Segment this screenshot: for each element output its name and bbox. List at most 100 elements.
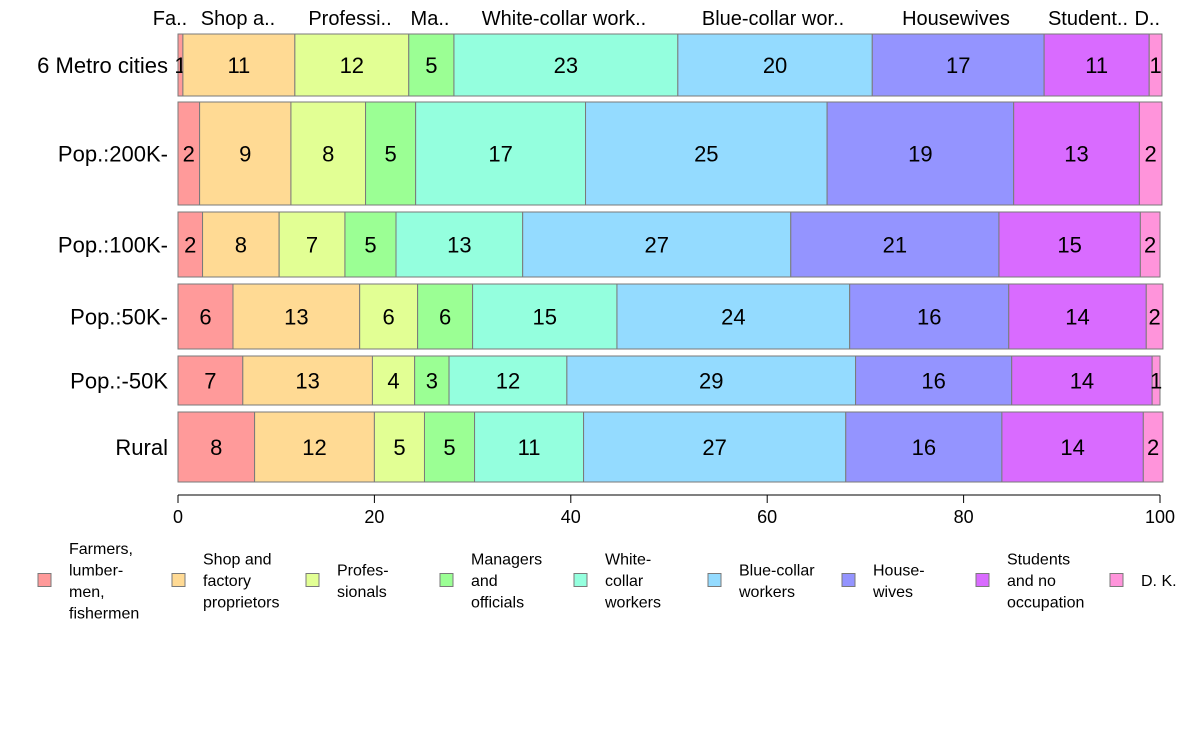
- bar-segment-label: 14: [1070, 369, 1094, 394]
- bar-segment-label: 19: [908, 142, 932, 167]
- bar-segment-label: 5: [364, 233, 376, 258]
- bar-row: 1 11 12 5 23 20 17 11 1: [174, 33, 1163, 97]
- bar-segment-label: 13: [295, 369, 319, 394]
- bar-segment-label: 29: [699, 369, 723, 394]
- column-header: D..: [1134, 8, 1160, 30]
- bar-segment: [1013, 101, 1140, 206]
- bar-segment-label: 20: [763, 53, 787, 78]
- bar-segment: [359, 283, 419, 350]
- bar-segment-label: 2: [1144, 233, 1156, 258]
- bar-segment: [177, 211, 204, 278]
- bar-segment: [871, 33, 1045, 97]
- bar-segment-label: 13: [447, 233, 471, 258]
- bar-segment-label: 15: [1057, 233, 1081, 258]
- column-header: White-collar work..: [482, 8, 646, 30]
- row-labels: 6 Metro cities Pop.:200K- Pop.:100K- Pop.:5…: [37, 53, 168, 460]
- bar-segment: [177, 411, 256, 483]
- bar-row: 8 12 5 5 11 27 16 14 2: [177, 411, 1164, 483]
- legend-swatch: [573, 573, 588, 587]
- column-header: Blue-collar wor..: [702, 8, 844, 30]
- bar-segment: [177, 355, 244, 406]
- bar-segment: [202, 211, 280, 278]
- legend-label: Shop and factory proprietors: [203, 552, 279, 612]
- column-header: Ma..: [411, 8, 450, 30]
- bar-segment-label: 23: [554, 53, 578, 78]
- legend-label: House-wives: [872, 562, 925, 601]
- bar-segment-label: 14: [1065, 305, 1089, 330]
- bar-segment: [254, 411, 375, 483]
- bar-segment: [290, 101, 367, 206]
- bar-segment-label: 15: [533, 305, 557, 330]
- legend-item: Students and no occupation: [975, 552, 1084, 612]
- bar-segment: [1151, 355, 1161, 406]
- bar-segment-label: 17: [488, 142, 512, 167]
- bar-segment-label: 1: [1150, 369, 1162, 394]
- bar-segment-label: 4: [387, 369, 399, 394]
- bar-segment-label: 2: [184, 233, 196, 258]
- legend-item: D. K.: [1109, 573, 1177, 590]
- bar-segment-label: 16: [912, 435, 936, 460]
- bar-segment-label: 16: [917, 305, 941, 330]
- legend-swatch: [1109, 573, 1124, 587]
- legend-swatch: [439, 573, 454, 587]
- bar-segment: [1139, 211, 1161, 278]
- column-header: Professi..: [308, 8, 391, 30]
- row-label: Pop.:200K-: [58, 142, 168, 167]
- bar-segment: [232, 283, 361, 350]
- bar-segment: [423, 411, 476, 483]
- bar-segment-label: 2: [183, 142, 195, 167]
- bar-segment: [395, 211, 524, 278]
- bar-segment: [453, 33, 679, 97]
- column-header: Student..: [1048, 8, 1128, 30]
- bar-segment: [182, 33, 296, 97]
- bar-segment-label: 16: [921, 369, 945, 394]
- bar-segment: [1008, 283, 1147, 350]
- column-header: Housewives: [902, 8, 1010, 30]
- bar-segment-label: 11: [1085, 53, 1108, 78]
- bar-segment: [998, 211, 1141, 278]
- bar-row: 2 8 7 5 13 27 21 15 2: [177, 211, 1161, 278]
- bar-segment-label: 27: [702, 435, 726, 460]
- legend-swatch: [975, 573, 990, 587]
- bar-segment-label: 6: [383, 305, 395, 330]
- bar-segment-label: 7: [306, 233, 318, 258]
- bar-segment-label: 2: [1148, 305, 1160, 330]
- legend-label: White-collar workers: [604, 552, 661, 612]
- row-label: Pop.:100K-: [58, 233, 168, 258]
- bar-segment: [344, 211, 397, 278]
- legend: Farmers, lumber-men, fishermen Shop and fact…: [37, 541, 1177, 623]
- bar-segment: [1043, 33, 1150, 97]
- bar-segment-label: 27: [644, 233, 668, 258]
- bar-row: 2 9 8 5 17 25 19 13 2: [177, 101, 1163, 206]
- bar-segment: [278, 211, 346, 278]
- legend-label: Farmers, lumber-men, fishermen: [69, 541, 139, 623]
- bar-segment: [585, 101, 828, 206]
- x-tick-label: 0: [173, 507, 183, 527]
- bar-segment-label: 14: [1060, 435, 1084, 460]
- bar-segment-label: 12: [340, 53, 364, 78]
- bar-segment: [199, 101, 292, 206]
- bar-segment-label: 8: [210, 435, 222, 460]
- bar-segment-label: 5: [384, 142, 396, 167]
- legend-label: Managers and officials: [471, 552, 542, 612]
- bar-segment: [849, 283, 1010, 350]
- bar-segment: [365, 101, 417, 206]
- row-label: Pop.:50K-: [70, 305, 168, 330]
- bar-segment: [583, 411, 847, 483]
- column-headers: Fa.. Shop a.. Professi.. Ma.. White-collar w…: [153, 8, 1160, 30]
- bar-segment-label: 12: [496, 369, 520, 394]
- bar-segment-label: 2: [1145, 142, 1157, 167]
- column-header: Shop a..: [201, 8, 276, 30]
- bar-segment-label: 1: [1149, 53, 1161, 78]
- bar-segment: [414, 355, 450, 406]
- bar-rows: 1 11 12 5 23 20 17 11 12 9 8 5 17 25 19 13 22 8 7 5 13 27 21 15…: [174, 33, 1164, 483]
- bar-row: 6 13 6 6 15 24 16 14 2: [177, 283, 1164, 350]
- bar-segment-label: 8: [235, 233, 247, 258]
- legend-swatch: [707, 573, 722, 587]
- row-label: 6 Metro cities: [37, 53, 168, 78]
- bar-segment-label: 9: [239, 142, 251, 167]
- bar-segment: [177, 283, 234, 350]
- legend-swatch: [841, 573, 856, 587]
- bar-row: 7 13 4 3 12 29 16 14 1: [177, 355, 1162, 406]
